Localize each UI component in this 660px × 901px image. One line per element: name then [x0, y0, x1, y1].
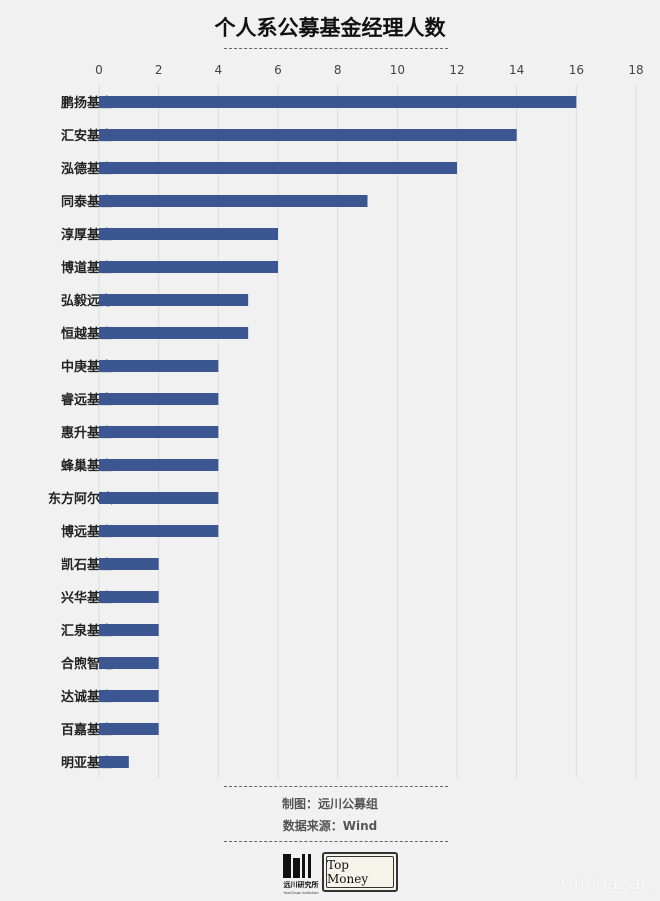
bar — [99, 195, 368, 207]
x-tick-label: 0 — [95, 63, 103, 77]
x-tick-label: 10 — [390, 63, 405, 77]
credit-text: 制图：远川公募组 — [281, 797, 378, 811]
bar — [99, 558, 159, 570]
bar — [99, 690, 159, 702]
x-tick-label: 16 — [569, 63, 584, 77]
bar — [99, 657, 159, 669]
bar — [99, 162, 457, 174]
x-tick-label: 4 — [215, 63, 223, 77]
bar — [99, 591, 159, 603]
logo-left-label: 远川研究所 — [284, 880, 319, 889]
title-divider — [224, 48, 448, 49]
x-tick-label: 12 — [449, 63, 464, 77]
x-tick-label: 18 — [628, 63, 643, 77]
source-text: 数据来源：Wind — [282, 819, 378, 833]
bar — [99, 525, 219, 537]
x-tick-label: 2 — [155, 63, 163, 77]
bar — [99, 426, 219, 438]
yuanchuan-logo: 远川研究所 YuanChuan Institution — [282, 852, 320, 896]
logo-left-sublabel: YuanChuan Institution — [284, 891, 319, 895]
chart-title: 个人系公募基金经理人数 — [214, 16, 446, 40]
watermark-text: Chi na2au — [560, 873, 652, 894]
bar — [99, 723, 159, 735]
bar — [99, 228, 278, 240]
bar — [99, 327, 249, 339]
bar — [99, 360, 219, 372]
bar — [99, 393, 219, 405]
bar — [99, 294, 249, 306]
bar — [99, 261, 278, 273]
bar — [99, 459, 219, 471]
category-label: 东方阿尔法 — [48, 491, 113, 507]
bar — [99, 129, 517, 141]
bar — [99, 96, 577, 108]
bar — [99, 624, 159, 636]
footer-divider-top — [224, 786, 448, 787]
bar — [99, 756, 129, 768]
top-money-logo: Top Money — [322, 852, 398, 892]
bar-chart: 0 2 4 6 8 10 12 14 16 18鹏扬基金汇安基金泓德基金同泰基金淳厚基金博道基金弘… — [48, 63, 644, 778]
x-tick-label: 6 — [274, 63, 282, 77]
top-money-logo-text: Top Money — [326, 856, 394, 888]
footer-divider-bottom — [224, 841, 448, 842]
bar — [99, 492, 219, 504]
x-tick-label: 8 — [334, 63, 342, 77]
x-tick-label: 14 — [509, 63, 524, 77]
